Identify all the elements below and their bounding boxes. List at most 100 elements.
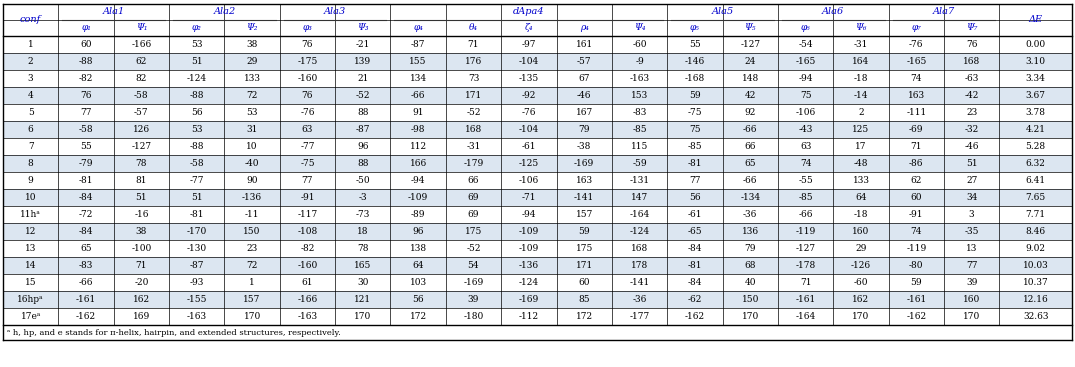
Text: -77: -77	[189, 176, 204, 185]
Text: 164: 164	[852, 57, 870, 66]
Text: 165: 165	[354, 261, 372, 270]
Text: φ₃: φ₃	[302, 23, 313, 33]
Text: -61: -61	[521, 142, 536, 151]
Text: -87: -87	[411, 40, 426, 49]
Text: -94: -94	[799, 74, 813, 83]
Text: -155: -155	[186, 295, 207, 304]
Text: -61: -61	[688, 210, 702, 219]
Text: dApa4: dApa4	[513, 7, 545, 17]
Text: -58: -58	[189, 159, 204, 168]
Text: 18: 18	[357, 227, 369, 236]
Text: -36: -36	[632, 295, 647, 304]
Text: 168: 168	[963, 57, 980, 66]
Text: 64: 64	[856, 193, 866, 202]
Text: -21: -21	[356, 40, 370, 49]
Text: 78: 78	[135, 159, 147, 168]
Text: 71: 71	[135, 261, 147, 270]
Text: 59: 59	[689, 91, 701, 100]
Text: -84: -84	[688, 278, 702, 287]
Text: -169: -169	[574, 159, 594, 168]
Text: 10.03: 10.03	[1022, 261, 1048, 270]
Text: 53: 53	[191, 125, 202, 134]
Text: 121: 121	[355, 295, 371, 304]
Text: 13: 13	[25, 244, 37, 253]
Text: 74: 74	[911, 227, 922, 236]
Text: -31: -31	[854, 40, 869, 49]
Text: 53: 53	[246, 108, 258, 117]
Text: -170: -170	[187, 227, 206, 236]
Text: 77: 77	[689, 176, 701, 185]
Text: 148: 148	[742, 74, 759, 83]
Text: -80: -80	[909, 261, 923, 270]
Text: φ₂: φ₂	[191, 23, 202, 33]
Text: -71: -71	[521, 193, 536, 202]
Text: 175: 175	[575, 244, 593, 253]
Text: -52: -52	[356, 91, 370, 100]
Text: 170: 170	[963, 312, 980, 321]
Text: -72: -72	[78, 210, 94, 219]
Text: -59: -59	[632, 159, 647, 168]
Text: 77: 77	[966, 261, 977, 270]
Text: 112: 112	[410, 142, 427, 151]
Text: -106: -106	[796, 108, 816, 117]
Text: 6: 6	[28, 125, 33, 134]
Text: -178: -178	[796, 261, 816, 270]
Text: 79: 79	[745, 244, 756, 253]
Text: -3: -3	[358, 193, 367, 202]
Text: 73: 73	[468, 74, 479, 83]
Text: -50: -50	[356, 176, 370, 185]
Text: 10: 10	[25, 193, 37, 202]
Text: -136: -136	[519, 261, 539, 270]
Text: -73: -73	[356, 210, 370, 219]
Text: 170: 170	[354, 312, 372, 321]
Text: 8.46: 8.46	[1026, 227, 1046, 236]
Text: -60: -60	[854, 278, 869, 287]
Text: 96: 96	[357, 142, 369, 151]
Text: 1: 1	[28, 40, 33, 49]
Text: -46: -46	[964, 142, 979, 151]
Text: 64: 64	[413, 261, 424, 270]
Text: 14: 14	[25, 261, 37, 270]
Text: -98: -98	[411, 125, 426, 134]
Text: ρ₄: ρ₄	[579, 23, 589, 33]
Text: -57: -57	[134, 108, 148, 117]
Text: 76: 76	[966, 40, 977, 49]
Text: 39: 39	[966, 278, 977, 287]
Text: -179: -179	[463, 159, 484, 168]
Text: 103: 103	[410, 278, 427, 287]
Text: -11: -11	[245, 210, 259, 219]
Text: -160: -160	[298, 74, 317, 83]
Text: 56: 56	[689, 193, 701, 202]
Text: 79: 79	[578, 125, 590, 134]
Text: -162: -162	[685, 312, 705, 321]
Text: -55: -55	[799, 176, 813, 185]
Text: 157: 157	[243, 295, 261, 304]
Text: ζ₄: ζ₄	[525, 23, 533, 33]
Text: 55: 55	[81, 142, 91, 151]
Text: 139: 139	[355, 57, 371, 66]
Text: 176: 176	[464, 57, 482, 66]
Text: 157: 157	[575, 210, 593, 219]
Text: -166: -166	[131, 40, 152, 49]
Text: -76: -76	[521, 108, 536, 117]
Text: 82: 82	[135, 74, 147, 83]
Text: 7: 7	[28, 142, 33, 151]
Text: 160: 160	[963, 295, 980, 304]
Text: Ala6: Ala6	[822, 7, 845, 17]
Text: -84: -84	[78, 227, 94, 236]
Text: -165: -165	[906, 57, 927, 66]
Text: 39: 39	[468, 295, 479, 304]
Text: 29: 29	[856, 244, 866, 253]
Text: 125: 125	[852, 125, 870, 134]
Text: 71: 71	[911, 142, 922, 151]
Text: 9: 9	[28, 176, 33, 185]
Text: -91: -91	[909, 210, 923, 219]
Text: 67: 67	[578, 74, 590, 83]
Text: -84: -84	[78, 193, 94, 202]
Text: 3.10: 3.10	[1026, 57, 1046, 66]
Text: 76: 76	[81, 91, 91, 100]
Text: -48: -48	[854, 159, 869, 168]
Text: Ala2: Ala2	[213, 7, 235, 17]
Bar	[3, 257, 1072, 274]
Text: -89: -89	[411, 210, 426, 219]
